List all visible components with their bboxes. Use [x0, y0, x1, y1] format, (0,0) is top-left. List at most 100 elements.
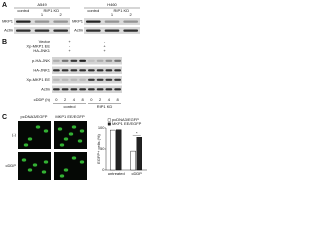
cell	[79, 160, 85, 164]
band	[61, 59, 69, 62]
legend-swatch	[107, 118, 111, 122]
band	[53, 20, 68, 23]
label: +	[103, 44, 106, 49]
cell	[41, 170, 47, 174]
cell	[59, 143, 65, 147]
cell	[77, 139, 83, 143]
label: 2	[130, 12, 133, 17]
cell	[71, 156, 77, 160]
band	[53, 78, 60, 81]
label: MKP1	[2, 19, 14, 24]
label: 4	[73, 97, 76, 102]
cell	[23, 143, 29, 147]
label: RIP1 KD	[114, 8, 130, 13]
band	[79, 59, 86, 62]
label: +	[68, 39, 71, 44]
panel-label: B	[2, 39, 7, 46]
label: (-)	[12, 132, 17, 137]
cell	[68, 132, 74, 136]
band	[105, 59, 113, 62]
band	[104, 29, 120, 32]
label: control	[17, 8, 29, 13]
band	[88, 78, 95, 81]
bar	[136, 137, 142, 171]
label: -	[104, 39, 106, 44]
bar	[110, 129, 116, 171]
y-axis-label: EGFP+ cells (%)	[96, 133, 101, 163]
blot	[14, 18, 70, 25]
label: 0	[55, 97, 58, 102]
micrograph	[54, 152, 87, 180]
band	[53, 88, 60, 91]
cell	[35, 125, 41, 129]
band	[105, 69, 113, 72]
band	[53, 59, 60, 62]
x-tick-label: untreated	[108, 171, 125, 176]
band	[34, 29, 50, 32]
band	[88, 88, 95, 91]
label: Actin	[4, 28, 13, 33]
label: control	[63, 104, 75, 109]
blot	[52, 57, 122, 65]
label: 2	[99, 97, 102, 102]
label: cDDP (h)	[34, 97, 51, 102]
label: pcDNA3/EGFP	[21, 114, 48, 119]
band	[96, 78, 104, 81]
label: H460	[107, 2, 117, 7]
label: 2	[60, 12, 63, 17]
label: 4	[108, 97, 111, 102]
band	[61, 88, 69, 91]
legend-label: MKP1 EE/EGFP	[112, 121, 142, 126]
label: -	[69, 44, 71, 49]
band	[104, 20, 120, 23]
band	[88, 59, 95, 62]
label: RIP1 KD	[97, 104, 113, 109]
band	[70, 59, 78, 62]
band	[96, 59, 104, 62]
band	[79, 69, 86, 72]
legend-swatch	[107, 122, 111, 126]
cell	[57, 127, 63, 131]
cell	[63, 137, 69, 141]
band	[53, 29, 68, 32]
band	[114, 59, 121, 62]
y-tick-label: 100	[98, 125, 105, 130]
significance: *	[136, 130, 138, 135]
label: Vector	[39, 39, 51, 44]
legend-label: pcDNA3/EGFP	[112, 117, 139, 122]
label: RIP1 KD	[44, 8, 60, 13]
cell	[63, 168, 69, 172]
band	[70, 88, 78, 91]
label: 1	[41, 12, 44, 17]
band	[61, 69, 69, 72]
label: 1	[111, 12, 114, 17]
band	[61, 78, 69, 81]
band	[114, 78, 121, 81]
panel-label: C	[2, 114, 7, 121]
y-tick-label: 0	[102, 167, 105, 172]
band	[96, 69, 104, 72]
band	[114, 88, 121, 91]
blot	[52, 66, 122, 74]
label: cDDP	[6, 163, 17, 168]
band	[86, 20, 101, 23]
band	[86, 29, 101, 32]
cell	[27, 168, 33, 172]
label: +	[103, 48, 106, 53]
bar	[116, 129, 122, 171]
label: 8	[117, 97, 120, 102]
label: A549	[37, 2, 47, 7]
label: control	[87, 8, 99, 13]
band	[53, 69, 60, 72]
blot	[84, 18, 140, 25]
band	[114, 69, 121, 72]
label: Actin	[41, 86, 50, 91]
band	[88, 69, 95, 72]
cell	[27, 137, 33, 141]
band	[123, 29, 138, 32]
label: 2	[64, 97, 67, 102]
label: MKP1 EE/EGFP	[55, 114, 85, 119]
cell	[71, 125, 77, 129]
band	[123, 20, 138, 23]
